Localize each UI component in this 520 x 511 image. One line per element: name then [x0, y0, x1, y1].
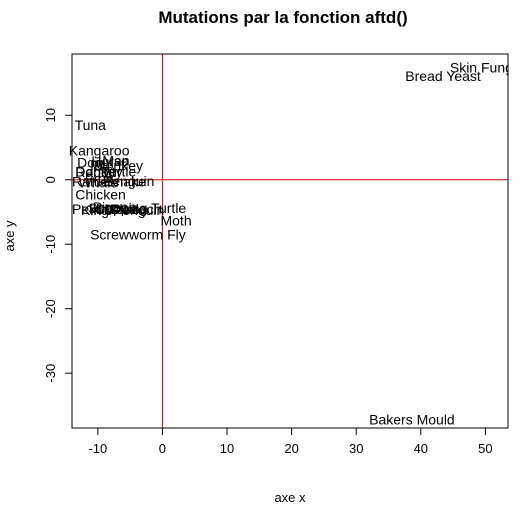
point-label: Bakers Mould — [369, 412, 455, 428]
x-tick-label: -10 — [88, 441, 107, 456]
x-tick-label: 20 — [284, 441, 298, 456]
y-tick-label: -10 — [43, 235, 58, 254]
point-label: Tuna — [75, 117, 107, 133]
point-label: Cockroach — [95, 201, 162, 217]
x-tick-label: 0 — [159, 441, 166, 456]
x-axis-label: axe x — [274, 490, 306, 505]
x-axis: -10 0 10 20 30 40 50 — [88, 428, 492, 456]
point-label: Screwworm Fly — [90, 227, 186, 243]
chart-title: Mutations par la fonction aftd() — [158, 8, 407, 27]
x-tick-label: 40 — [414, 441, 428, 456]
y-tick-label: -30 — [43, 364, 58, 383]
x-tick-label: 50 — [478, 441, 492, 456]
y-axis-label: axe y — [2, 220, 17, 252]
x-tick-label: 10 — [220, 441, 234, 456]
point-label: Bread Yeast — [405, 68, 481, 84]
y-tick-label: 10 — [43, 108, 58, 122]
x-tick-label: 30 — [349, 441, 363, 456]
y-tick-label: 0 — [43, 176, 58, 183]
y-tick-label: -20 — [43, 299, 58, 318]
y-axis: -30 -20 -10 0 10 — [43, 108, 72, 383]
